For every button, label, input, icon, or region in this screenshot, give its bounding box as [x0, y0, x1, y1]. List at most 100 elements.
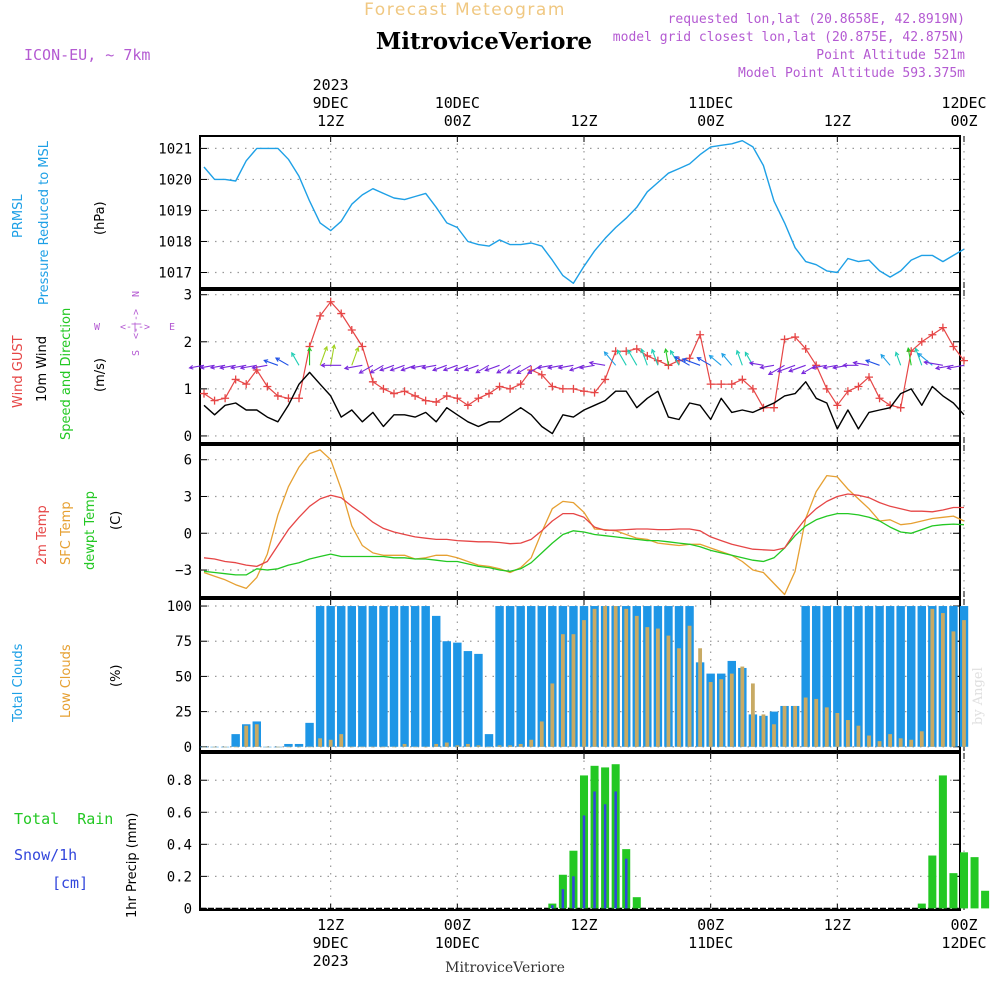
gust-marker: [791, 333, 800, 342]
bottom-time-label: 12Z: [317, 916, 344, 934]
total-cloud-bar: [801, 606, 810, 747]
low-cloud-bar: [202, 746, 206, 748]
low-cloud-bar: [286, 746, 291, 748]
wind-dir-arrowhead: [670, 349, 675, 355]
low-cloud-bar: [529, 739, 534, 747]
bottom-time-label: 00Z: [950, 916, 977, 934]
total-cloud-bar: [315, 606, 325, 747]
wind-dir-arrowhead: [917, 352, 923, 358]
gust-marker: [748, 384, 757, 393]
low-cloud-bar: [919, 731, 924, 747]
plot-layer: 1017 1018 1019 1020 1021 0 1 2 3 −3 0 3 6 0 25 50 75 100 0…: [158, 76, 990, 970]
top-time-label: 12DEC: [941, 94, 986, 112]
total-cloud-bar: [294, 743, 304, 747]
wind-dir-arrowhead: [251, 365, 257, 370]
gust-marker: [273, 391, 282, 400]
top-time-label: 00Z: [697, 112, 724, 130]
gust-marker: [326, 297, 335, 306]
low-cloud-bar: [719, 679, 724, 747]
wind-dir-arrow: [351, 347, 359, 366]
wind-dir-arrow: [811, 364, 827, 369]
low-cloud-bar: [244, 725, 249, 747]
snow-bar: [603, 804, 607, 909]
total-cloud-bar: [358, 606, 367, 747]
snow-bar: [572, 876, 575, 909]
wind-dir-arrowhead: [842, 362, 848, 368]
wind-dir-arrowhead: [239, 365, 245, 370]
wind-dir-arrow: [579, 364, 595, 369]
gust-marker: [442, 391, 451, 400]
wind-dir-arrowhead: [475, 368, 481, 374]
y-tick-label: 25: [175, 705, 192, 721]
gust-marker: [653, 356, 662, 365]
wind-dir-arrowhead: [516, 369, 522, 374]
low-cloud-bar: [571, 634, 576, 747]
wind-dir-arrowhead: [673, 356, 679, 361]
cloud-unit: (%): [109, 665, 124, 688]
wind-dir-arrowhead: [463, 366, 469, 372]
y-tick-label: 1020: [158, 172, 192, 188]
wind-dir-arrowhead: [603, 351, 609, 357]
total-cloud-bar: [284, 743, 293, 747]
gust-marker: [949, 342, 958, 351]
wind-dir-arrowhead: [274, 357, 280, 362]
top-time-label: 2023: [313, 76, 349, 94]
total-cloud-bar: [421, 606, 430, 747]
gust-marker: [770, 403, 778, 412]
panel-frame: [199, 752, 961, 911]
low-cloud-bar: [487, 746, 491, 748]
gust-marker: [295, 394, 303, 403]
total-cloud-bar: [505, 606, 515, 747]
panel-frame: [199, 444, 961, 598]
model-label: ICON-EU, ~ 7km: [24, 46, 150, 64]
low-cloud-bar: [413, 746, 418, 748]
wind-speed-line: [203, 371, 965, 435]
y-tick-label: 100: [167, 599, 192, 615]
low-clouds-label: Low Clouds: [59, 644, 74, 718]
low-cloud-bar: [550, 683, 555, 747]
wind-dir-arrowhead: [880, 353, 886, 359]
wind-dir-arrow: [485, 364, 500, 372]
wind-dir-arrow: [432, 364, 447, 371]
gust-marker: [221, 394, 230, 403]
wind-dir-arrow: [443, 364, 458, 371]
wind-dir-arrowhead: [320, 362, 326, 368]
total-cloud-bar: [326, 606, 335, 747]
low-cloud-bar: [940, 613, 945, 747]
bottom-time-label: 12Z: [824, 916, 851, 934]
low-cloud-bar: [930, 608, 935, 747]
wind-dir-arrowhead: [934, 365, 940, 371]
wind-dir-arrow: [674, 356, 690, 366]
gust-marker: [643, 351, 652, 360]
low-cloud-bar: [476, 745, 481, 747]
total-cloud-bar: [854, 606, 863, 747]
y-tick-label: 0: [184, 526, 192, 542]
wind-dir-arrowhead: [776, 368, 782, 373]
wind-dir-arrowhead: [759, 364, 765, 370]
low-cloud-bar: [275, 746, 280, 748]
low-cloud-bar: [698, 648, 703, 747]
wind-dir-arrow: [895, 352, 902, 366]
low-cloud-bar: [761, 714, 766, 747]
wind-dir-arrow: [670, 350, 680, 366]
bottom-time-label: 00Z: [444, 916, 471, 934]
wind-dir-arrow: [880, 354, 891, 366]
low-cloud-bar: [518, 743, 523, 747]
low-cloud-bar: [423, 746, 428, 748]
y-tick-label: 0: [184, 740, 192, 756]
low-cloud-bar: [888, 734, 893, 747]
gust-marker: [854, 382, 863, 391]
wind-dir-arrow: [947, 364, 965, 369]
wind-dir-arrowhead: [263, 359, 269, 364]
total-cloud-bar: [843, 606, 853, 747]
low-cloud-bar: [782, 705, 787, 747]
wind-dir-arrow: [411, 364, 426, 369]
gust-marker: [548, 382, 557, 391]
gust-marker: [463, 401, 472, 410]
wind-dir-arrow: [788, 364, 806, 372]
gust-marker: [316, 311, 325, 320]
wind-dir-arrowhead: [546, 365, 553, 370]
wind-labels: Wind GUST 10m Wind Speed and Direction (…: [11, 308, 108, 440]
wind-dir-arrow: [589, 362, 606, 366]
low-cloud-bar: [349, 746, 354, 748]
